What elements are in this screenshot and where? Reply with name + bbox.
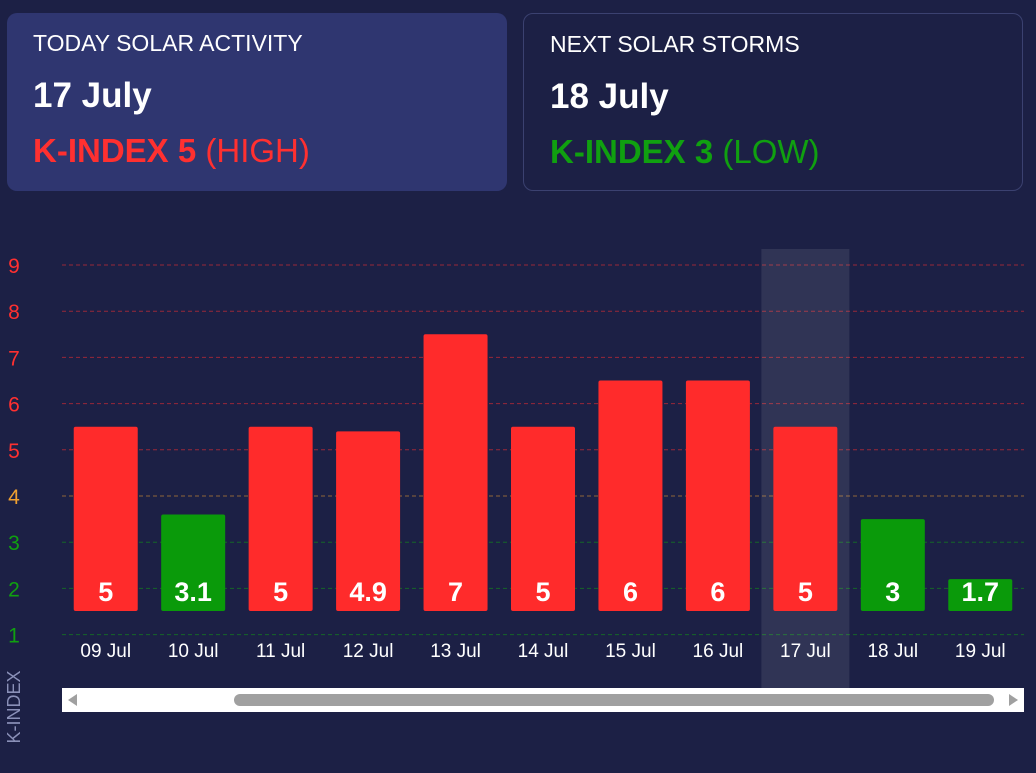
value-label-10-jul: 3.1	[174, 577, 212, 607]
bar-17-jul[interactable]	[773, 426, 838, 611]
next-card-title: NEXT SOLAR STORMS	[550, 31, 800, 57]
next-kindex-value: K-INDEX 3	[550, 133, 714, 170]
value-label-13-jul: 7	[448, 577, 463, 607]
value-label-18-jul: 3	[885, 577, 900, 607]
y-tick-8: 8	[8, 301, 20, 324]
y-tick-6: 6	[8, 394, 20, 417]
value-label-11-jul: 5	[273, 577, 288, 607]
scrollbar-thumb[interactable]	[234, 694, 994, 706]
x-tick-19-jul: 19 Jul	[955, 641, 1006, 662]
next-kindex-readout: K-INDEX 3 (LOW)	[550, 132, 1022, 172]
x-tick-18-jul: 18 Jul	[867, 641, 918, 662]
bar-15-jul[interactable]	[598, 380, 663, 612]
value-label-17-jul: 5	[798, 577, 813, 607]
chart-horizontal-scrollbar[interactable]	[62, 688, 1024, 712]
x-tick-12-jul: 12 Jul	[343, 641, 394, 662]
bar-19-jul[interactable]	[948, 579, 1013, 611]
chart-bars	[73, 334, 1013, 612]
y-tick-7: 7	[8, 347, 20, 370]
bar-16-jul[interactable]	[685, 380, 750, 612]
today-kindex-value: K-INDEX 5	[33, 132, 197, 169]
value-label-09-jul: 5	[98, 577, 113, 607]
x-tick-11-jul: 11 Jul	[256, 641, 305, 662]
scroll-left-arrow-icon[interactable]	[68, 694, 77, 706]
today-card-title: TODAY SOLAR ACTIVITY	[33, 30, 303, 56]
bar-13-jul[interactable]	[423, 334, 488, 611]
x-tick-13-jul: 13 Jul	[430, 641, 481, 662]
bar-12-jul[interactable]	[336, 431, 401, 611]
value-label-12-jul: 4.9	[349, 577, 387, 607]
y-tick-1: 1	[8, 625, 20, 648]
chart-y-ticks: 1 2 3 4 5 6 7 8 9	[8, 255, 20, 648]
next-storms-card: NEXT SOLAR STORMS 18 July K-INDEX 3 (LOW…	[523, 13, 1023, 191]
bar-14-jul[interactable]	[511, 426, 575, 611]
y-tick-4: 4	[8, 486, 20, 509]
x-tick-09-jul: 09 Jul	[80, 641, 131, 662]
chart-value-labels: 5 3.1 5 4.9 7 5 6 6 5 3 1.7	[98, 577, 999, 607]
x-tick-15-jul: 15 Jul	[605, 641, 656, 662]
x-tick-17-jul: 17 Jul	[780, 641, 831, 662]
bar-09-jul[interactable]	[73, 426, 138, 611]
value-label-16-jul: 6	[710, 577, 725, 607]
chart-x-ticks: 09 Jul 10 Jul 11 Jul 12 Jul 13 Jul 14 Jul 15 J…	[80, 641, 1005, 662]
scroll-right-arrow-icon[interactable]	[1009, 694, 1018, 706]
value-label-15-jul: 6	[623, 577, 638, 607]
next-card-date: 18 July	[550, 77, 669, 116]
bar-10-jul[interactable]	[161, 514, 226, 611]
y-tick-9: 9	[8, 255, 20, 278]
next-kindex-level: (LOW)	[722, 133, 820, 170]
x-tick-10-jul: 10 Jul	[168, 641, 219, 662]
y-tick-5: 5	[8, 440, 20, 463]
today-activity-card: TODAY SOLAR ACTIVITY 17 July K-INDEX 5 (…	[7, 13, 507, 191]
y-tick-3: 3	[8, 532, 20, 555]
today-kindex-readout: K-INDEX 5 (HIGH)	[33, 131, 507, 171]
x-tick-14-jul: 14 Jul	[518, 641, 569, 662]
y-tick-2: 2	[8, 578, 20, 601]
x-tick-16-jul: 16 Jul	[693, 641, 744, 662]
y-axis-label: K-INDEX	[4, 670, 24, 743]
bar-11-jul[interactable]	[248, 426, 313, 611]
value-label-14-jul: 5	[535, 577, 550, 607]
today-card-date: 17 July	[33, 76, 152, 115]
bar-18-jul[interactable]	[860, 519, 925, 611]
today-kindex-level: (HIGH)	[205, 132, 310, 169]
value-label-19-jul: 1.7	[961, 577, 999, 607]
